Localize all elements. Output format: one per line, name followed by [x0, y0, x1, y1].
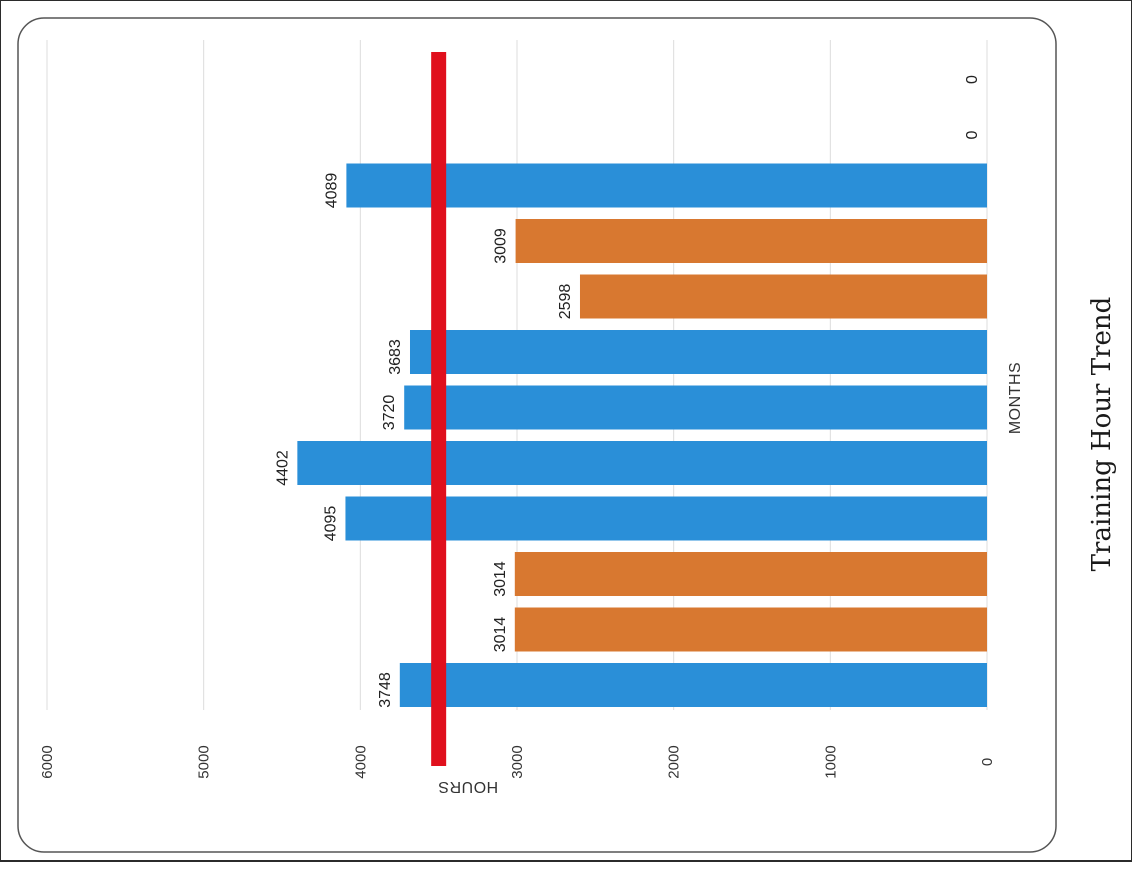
bar-3: [514, 552, 987, 596]
data-labels: 3748 3014 3014 4095 4402 3720 3683 2598 3009 4089…: [274, 75, 981, 708]
bar-10: [346, 163, 987, 208]
y-tick-label-4000: 4000: [352, 745, 369, 778]
data-label-12: 0: [964, 75, 981, 84]
y-tick-label-2000: 2000: [666, 745, 683, 778]
gridlines: [46, 40, 988, 710]
x-axis-label: MONTHS: [1007, 362, 1024, 434]
bar-8: [579, 274, 987, 319]
bar-5: [297, 441, 987, 485]
bars: [297, 163, 987, 707]
chart-title: Training Hour Trend: [1087, 297, 1117, 572]
data-label-9: 3009: [493, 228, 510, 264]
data-label-1: 3748: [377, 672, 394, 708]
data-label-5: 4402: [274, 450, 291, 486]
y-tick-label-6000: 6000: [39, 745, 56, 778]
bar-2: [514, 607, 987, 652]
y-tick-labels: 0 1000 2000 3000 4000 5000 6000: [39, 745, 996, 778]
data-label-8: 2598: [557, 284, 574, 320]
y-tick-label-0: 0: [979, 758, 996, 766]
y-axis-label: HOURS: [438, 778, 498, 795]
y-tick-label-1000: 1000: [822, 745, 839, 778]
data-label-7: 3683: [387, 339, 404, 375]
bar-1: [399, 663, 987, 707]
data-label-4: 4095: [322, 506, 339, 542]
data-label-6: 3720: [381, 395, 398, 431]
y-tick-label-3000: 3000: [509, 745, 526, 778]
data-label-3: 3014: [492, 561, 509, 597]
bar-4: [345, 496, 987, 541]
y-tick-label-5000: 5000: [196, 745, 213, 778]
data-label-11: 0: [964, 130, 981, 139]
bar-9: [515, 219, 987, 263]
data-label-2: 3014: [492, 617, 509, 653]
bar-7: [409, 330, 987, 374]
bar-6: [404, 385, 987, 430]
plot-panel: [17, 17, 1057, 853]
data-label-10: 4089: [323, 173, 340, 209]
